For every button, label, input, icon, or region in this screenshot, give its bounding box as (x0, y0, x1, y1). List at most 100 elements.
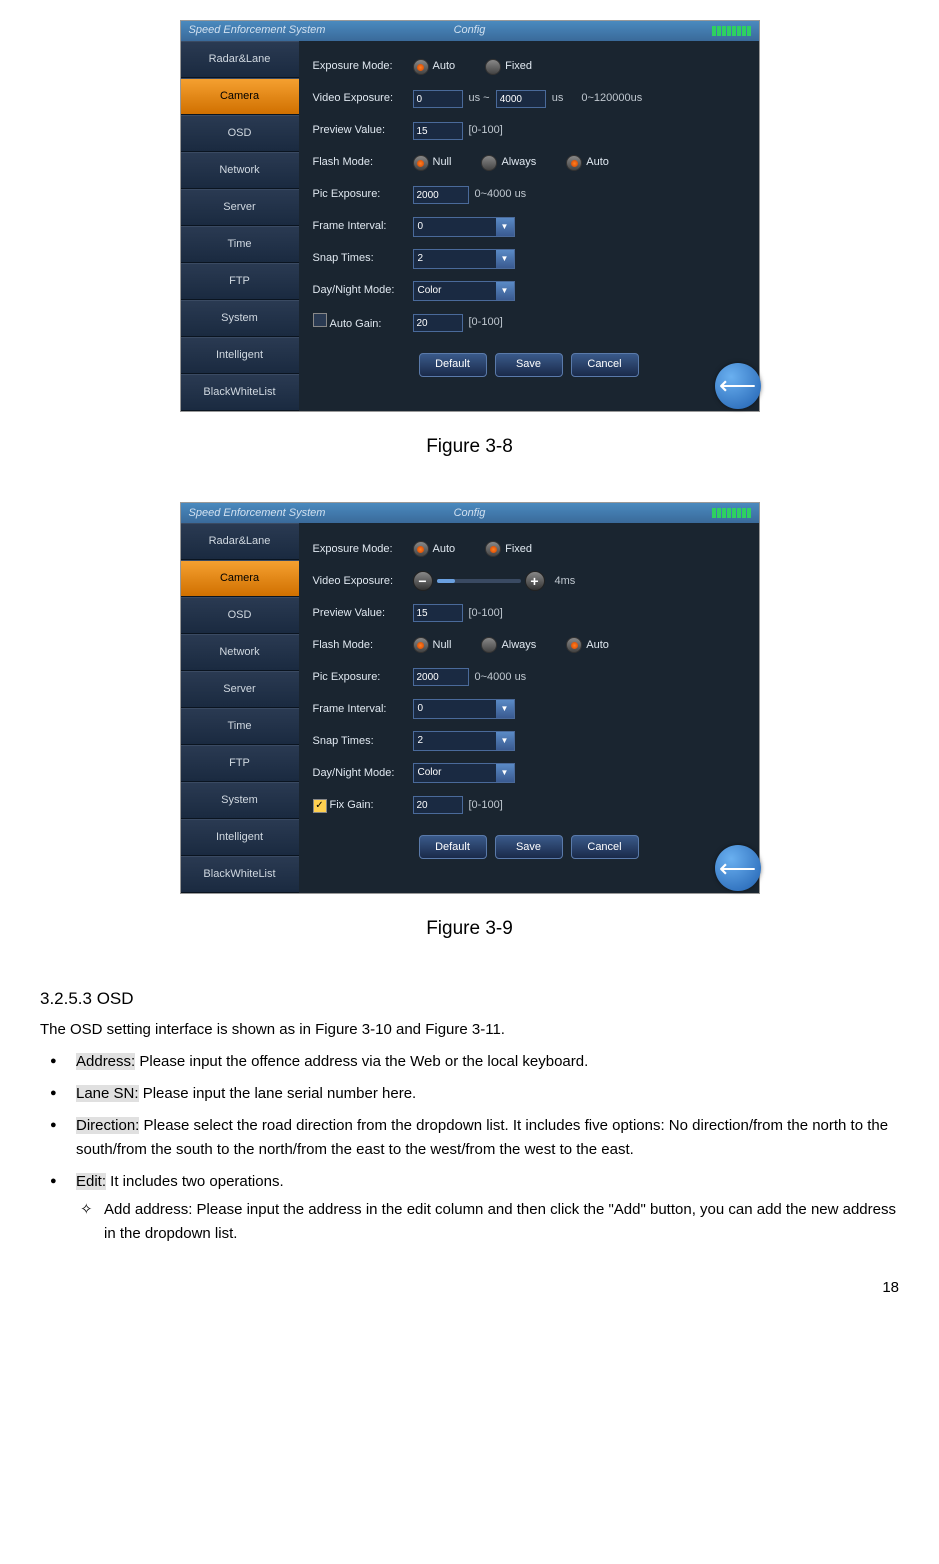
snap-select[interactable]: 2▼ (413, 731, 515, 751)
main-panel: Exposure Mode: Auto Fixed Video Exposure… (299, 523, 759, 893)
page-number: 18 (40, 1276, 899, 1300)
gain-input[interactable] (413, 796, 463, 814)
sidebar-item-radarlane[interactable]: Radar&Lane (181, 41, 299, 78)
back-button[interactable]: ⟵ (715, 845, 761, 891)
frame-select[interactable]: 0▼ (413, 699, 515, 719)
sidebar-item-ftp[interactable]: FTP (181, 263, 299, 300)
main-panel: Exposure Mode: Auto Fixed Video Exposure… (299, 41, 759, 411)
sidebar-item-osd[interactable]: OSD (181, 597, 299, 634)
save-button[interactable]: Save (495, 835, 563, 859)
cancel-button[interactable]: Cancel (571, 835, 639, 859)
slider-track[interactable] (437, 579, 521, 583)
exposure-mode-label: Exposure Mode: (313, 541, 413, 559)
sidebar-item-system[interactable]: System (181, 782, 299, 819)
radio-fixed[interactable] (485, 59, 501, 75)
radio-null[interactable] (413, 155, 429, 171)
exposure-slider[interactable]: − + 4ms (413, 571, 576, 591)
gain-label: ✓Fix Gain: (313, 797, 413, 815)
sidebar-item-intelligent[interactable]: Intelligent (181, 337, 299, 374)
sidebar-item-time[interactable]: Time (181, 708, 299, 745)
radio-null[interactable] (413, 637, 429, 653)
chevron-down-icon: ▼ (496, 250, 514, 268)
minus-button[interactable]: − (413, 571, 433, 591)
app-section: Config (454, 505, 486, 523)
flash-label: Flash Mode: (313, 637, 413, 655)
app-title: Speed Enforcement System (189, 22, 326, 40)
sidebar: Radar&Lane Camera OSD Network Server Tim… (181, 41, 299, 411)
dn-select[interactable]: Color▼ (413, 281, 515, 301)
title-bar: Speed Enforcement System Config (181, 21, 759, 41)
radio-always[interactable] (481, 155, 497, 171)
default-button[interactable]: Default (419, 835, 487, 859)
radio-auto-flash[interactable] (566, 637, 582, 653)
intro-text: The OSD setting interface is shown as in… (40, 1018, 899, 1042)
snap-label: Snap Times: (313, 733, 413, 751)
preview-label: Preview Value: (313, 122, 413, 140)
sidebar-item-network[interactable]: Network (181, 152, 299, 189)
pic-input[interactable] (413, 186, 469, 204)
dn-label: Day/Night Mode: (313, 282, 413, 300)
sidebar-item-osd[interactable]: OSD (181, 115, 299, 152)
preview-input[interactable] (413, 604, 463, 622)
video-exposure-min[interactable] (413, 90, 463, 108)
sidebar-item-radarlane[interactable]: Radar&Lane (181, 523, 299, 560)
video-exposure-max[interactable] (496, 90, 546, 108)
screenshot-fig-3-8: Speed Enforcement System Config Radar&La… (180, 20, 760, 412)
snap-select[interactable]: 2▼ (413, 249, 515, 269)
battery-icon (712, 508, 751, 518)
figure-caption-3-9: Figure 3-9 (40, 914, 899, 944)
save-button[interactable]: Save (495, 353, 563, 377)
snap-label: Snap Times: (313, 250, 413, 268)
frame-label: Frame Interval: (313, 218, 413, 236)
title-bar: Speed Enforcement System Config (181, 503, 759, 523)
sidebar-item-network[interactable]: Network (181, 634, 299, 671)
back-button[interactable]: ⟵ (715, 363, 761, 409)
preview-input[interactable] (413, 122, 463, 140)
chevron-down-icon: ▼ (496, 218, 514, 236)
pic-label: Pic Exposure: (313, 669, 413, 687)
sidebar-item-system[interactable]: System (181, 300, 299, 337)
radio-auto[interactable] (413, 541, 429, 557)
radio-auto-flash[interactable] (566, 155, 582, 171)
sidebar-item-time[interactable]: Time (181, 226, 299, 263)
figure-caption-3-8: Figure 3-8 (40, 432, 899, 462)
battery-icon (712, 26, 751, 36)
sidebar-item-intelligent[interactable]: Intelligent (181, 819, 299, 856)
flash-label: Flash Mode: (313, 154, 413, 172)
sidebar-item-ftp[interactable]: FTP (181, 745, 299, 782)
sidebar-item-camera[interactable]: Camera (181, 560, 299, 597)
section-heading: 3.2.5.3 OSD (40, 985, 899, 1012)
chevron-down-icon: ▼ (496, 764, 514, 782)
frame-select[interactable]: 0▼ (413, 217, 515, 237)
chevron-down-icon: ▼ (496, 700, 514, 718)
dn-select[interactable]: Color▼ (413, 763, 515, 783)
sidebar-item-server[interactable]: Server (181, 189, 299, 226)
chevron-down-icon: ▼ (496, 732, 514, 750)
plus-button[interactable]: + (525, 571, 545, 591)
dn-label: Day/Night Mode: (313, 765, 413, 783)
screenshot-fig-3-9: Speed Enforcement System Config Radar&La… (180, 502, 760, 894)
sidebar-item-camera[interactable]: Camera (181, 78, 299, 115)
gain-input[interactable] (413, 314, 463, 332)
bullet-edit: Edit: It includes two operations. Add ad… (40, 1170, 899, 1246)
radio-fixed[interactable] (485, 541, 501, 557)
sidebar-item-server[interactable]: Server (181, 671, 299, 708)
gain-checkbox[interactable]: ✓ (313, 799, 327, 813)
chevron-down-icon: ▼ (496, 282, 514, 300)
sidebar-item-blackwhitelist[interactable]: BlackWhiteList (181, 856, 299, 893)
preview-label: Preview Value: (313, 605, 413, 623)
pic-input[interactable] (413, 668, 469, 686)
default-button[interactable]: Default (419, 353, 487, 377)
sidebar-item-blackwhitelist[interactable]: BlackWhiteList (181, 374, 299, 411)
bullet-lane-sn: Lane SN: Please input the lane serial nu… (40, 1082, 899, 1106)
app-section: Config (454, 22, 486, 40)
cancel-button[interactable]: Cancel (571, 353, 639, 377)
gain-checkbox[interactable] (313, 313, 327, 327)
video-exposure-label: Video Exposure: (313, 573, 413, 591)
radio-auto[interactable] (413, 59, 429, 75)
video-exposure-label: Video Exposure: (313, 90, 413, 108)
radio-always[interactable] (481, 637, 497, 653)
bullet-address: Address: Please input the offence addres… (40, 1050, 899, 1074)
sidebar: Radar&Lane Camera OSD Network Server Tim… (181, 523, 299, 893)
pic-label: Pic Exposure: (313, 186, 413, 204)
